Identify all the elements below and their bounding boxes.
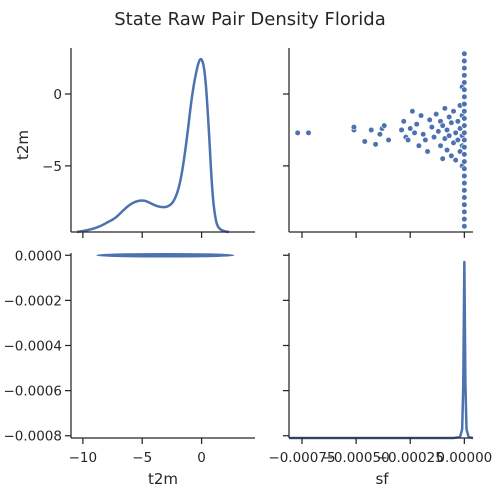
sf-x-tick-label: −0.00075	[268, 450, 335, 466]
scatter-point	[461, 180, 468, 187]
scatter-point	[461, 108, 468, 115]
sf-y-tick-label: 0.0000	[15, 248, 62, 264]
scatter-point	[350, 123, 358, 131]
scatter-point	[415, 142, 422, 149]
scatter-point	[400, 118, 407, 125]
scatter-point	[413, 121, 420, 128]
scatter-point	[430, 134, 438, 141]
scatter-point	[461, 151, 468, 158]
panel-t2m-vs-sf-xlabel: t2m	[148, 470, 178, 488]
density-contour	[131, 253, 215, 257]
scatter-point	[450, 108, 457, 115]
scatter-point	[385, 136, 392, 144]
scatter-point	[461, 187, 468, 194]
t2m-x-tick-label: −10	[69, 450, 98, 466]
scatter-point	[422, 136, 429, 144]
sf-x-tick-label: −0.00050	[323, 450, 390, 466]
scatter-point	[443, 126, 451, 134]
scatter-point	[446, 113, 453, 121]
scatter-point	[456, 125, 464, 132]
scatter-point	[407, 125, 414, 132]
scatter-point	[461, 165, 468, 172]
scatter-point	[437, 142, 444, 149]
sf-y-tick-label: −0.0002	[3, 293, 62, 309]
scatter-point	[461, 215, 468, 223]
t2m-y-tick-label: 0	[53, 87, 62, 103]
scatter-point	[446, 132, 453, 139]
scatter-point	[461, 79, 468, 86]
scatter-point	[420, 131, 427, 138]
scatter-point	[428, 123, 435, 131]
scatter-point	[409, 108, 416, 115]
scatter-point	[424, 148, 431, 155]
t2m-x-tick-label: 0	[197, 450, 206, 466]
scatter-point	[448, 152, 455, 159]
scatter-point	[448, 119, 455, 126]
scatter-point	[461, 93, 468, 100]
scatter-point	[441, 105, 448, 112]
t2m-y-tick-label: −5	[42, 159, 62, 175]
scatter-point	[411, 129, 418, 136]
scatter-point	[305, 129, 312, 136]
sf-x-tick-label: 0.00000	[436, 450, 492, 466]
scatter-point	[452, 157, 459, 164]
scatter-point	[372, 141, 379, 148]
sf-y-tick-label: −0.0004	[3, 339, 62, 355]
scatter-point	[376, 131, 384, 138]
scatter-point	[454, 118, 461, 125]
scatter-point	[461, 223, 468, 230]
scatter-point	[433, 111, 440, 118]
scatter-point	[461, 72, 468, 79]
scatter-point	[461, 194, 468, 201]
scatter-point	[461, 57, 468, 65]
scatter-point	[398, 126, 405, 134]
scatter-point	[368, 126, 375, 134]
scatter-point	[461, 201, 468, 208]
panel-t2m-vs-sf-kde: 0.0000 −0.0002 −0.0004 −0.0006 −0.0008 −10 −5…	[3, 248, 255, 488]
scatter-point	[461, 115, 468, 122]
scatter-point	[461, 158, 468, 165]
sf-x-tick-label: −0.00025	[377, 450, 444, 466]
sf-y-tick-label: −0.0008	[3, 429, 62, 445]
scatter-point	[361, 138, 368, 145]
scatter-point	[426, 116, 433, 123]
scatter-point	[454, 136, 461, 144]
sf-y-tick-label: −0.0006	[3, 384, 62, 400]
panel-sf-diag-xlabel: sf	[375, 470, 389, 488]
scatter-point	[461, 100, 468, 108]
scatter-point	[439, 122, 446, 129]
t2m-density-curve	[76, 57, 230, 234]
scatter-point	[443, 146, 451, 154]
sf-density-curve	[289, 260, 474, 440]
scatter-point	[294, 129, 301, 136]
scatter-point	[439, 155, 446, 162]
scatter-point	[404, 136, 412, 144]
scatter-point	[456, 148, 464, 155]
scatter-point	[461, 172, 468, 180]
scatter-point	[417, 112, 425, 119]
scatter-point	[461, 86, 468, 93]
panel-t2m-diag: 0 −5 t2m	[14, 48, 255, 238]
scatter-point	[461, 122, 468, 129]
scatter-point	[461, 50, 468, 57]
panel-sf-vs-t2m-scatter	[283, 48, 473, 238]
scatter-point	[435, 128, 442, 135]
scatter-point	[452, 129, 459, 136]
scatter-point	[461, 129, 468, 136]
scatter-point	[461, 136, 468, 144]
panel-t2m-diag-ylabel: t2m	[14, 130, 32, 160]
scatter-point	[441, 135, 448, 142]
scatter-point	[461, 144, 468, 151]
scatter-point	[461, 208, 468, 215]
scatter-point	[461, 65, 468, 72]
scatter-point	[381, 122, 388, 129]
figure-title: State Raw Pair Density Florida	[114, 9, 386, 30]
t2m-x-tick-label: −5	[132, 450, 152, 466]
scatter-point	[450, 139, 457, 146]
